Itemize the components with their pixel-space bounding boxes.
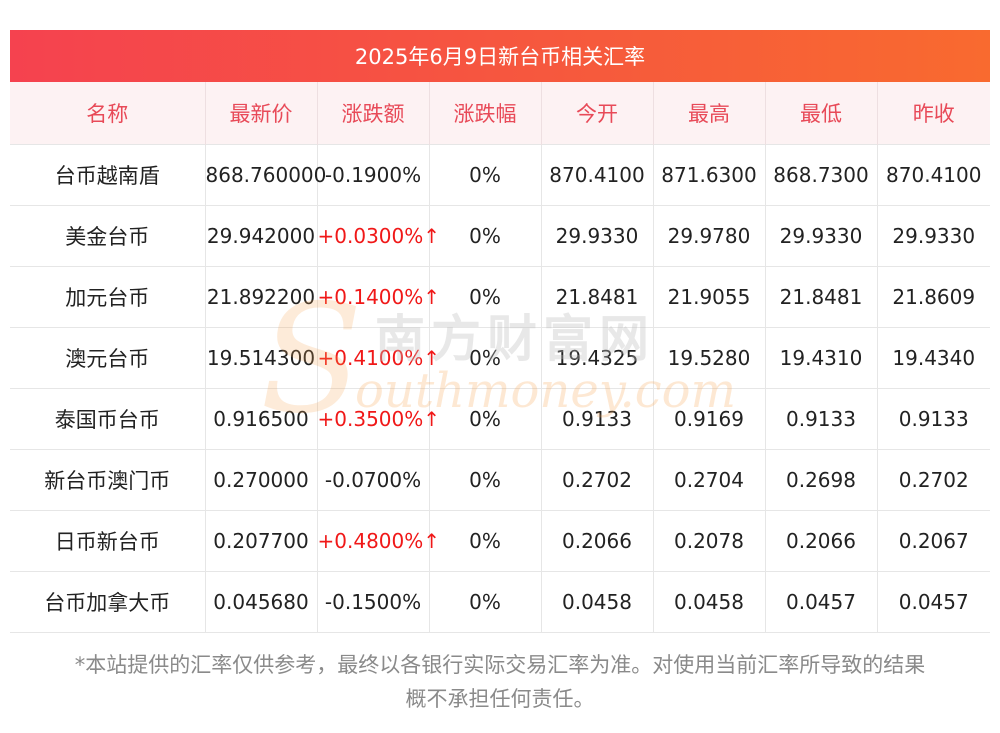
cell-latest: 21.892200 [205, 266, 318, 328]
cell-prev: 19.4340 [877, 327, 990, 389]
cell-pct: 0% [429, 449, 542, 511]
table-row: 澳元台币 19.514300 +0.4100%↑ 0% 19.4325 19.5280 19… [10, 327, 990, 389]
cell-change: -0.1900% [317, 144, 430, 206]
table-row: 美金台币 29.942000 +0.0300%↑ 0% 29.9330 29.9780 29… [10, 205, 990, 267]
disclaimer: *本站提供的汇率仅供参考，最终以各银行实际交易汇率为准。对使用当前汇率所导致的结… [10, 648, 990, 716]
cell-change: -0.0700% [317, 449, 430, 511]
cell-high: 0.0458 [653, 571, 766, 633]
cell-change: +0.1400%↑ [317, 266, 440, 328]
cell-open: 870.4100 [541, 144, 654, 206]
cell-latest: 0.916500 [205, 388, 318, 450]
cell-open: 21.8481 [541, 266, 654, 328]
cell-latest: 19.514300 [205, 327, 318, 389]
cell-low: 0.9133 [765, 388, 878, 450]
disclaimer-line: 概不承担任何责任。 [405, 687, 595, 711]
cell-pct: 0% [429, 388, 542, 450]
cell-low: 21.8481 [765, 266, 878, 328]
cell-low: 0.2066 [765, 510, 878, 572]
cell-low: 0.2698 [765, 449, 878, 511]
cell-change: +0.0300%↑ [317, 205, 440, 267]
cell-pct: 0% [429, 571, 542, 633]
cell-open: 29.9330 [541, 205, 654, 267]
table-row: 泰国币台币 0.916500 +0.3500%↑ 0% 0.9133 0.9169 0.91… [10, 388, 990, 450]
column-header: 最低 [765, 82, 878, 145]
column-header: 昨收 [877, 82, 990, 145]
column-header: 涨跌额 [317, 82, 430, 145]
cell-name: 台币加拿大币 [10, 571, 206, 633]
cell-high: 19.5280 [653, 327, 766, 389]
cell-name: 日币新台币 [10, 510, 206, 572]
table-title: 2025年6月9日新台币相关汇率 [10, 30, 990, 82]
cell-low: 0.0457 [765, 571, 878, 633]
table-row: 新台币澳门币 0.270000 -0.0700% 0% 0.2702 0.2704 0.26… [10, 449, 990, 511]
column-header: 名称 [10, 82, 206, 145]
cell-name: 新台币澳门币 [10, 449, 206, 511]
cell-pct: 0% [429, 205, 542, 267]
cell-open: 0.2702 [541, 449, 654, 511]
cell-open: 0.0458 [541, 571, 654, 633]
cell-open: 0.9133 [541, 388, 654, 450]
cell-high: 0.9169 [653, 388, 766, 450]
cell-prev: 0.0457 [877, 571, 990, 633]
cell-prev: 870.4100 [877, 144, 990, 206]
cell-high: 21.9055 [653, 266, 766, 328]
table-row: 台币加拿大币 0.045680 -0.1500% 0% 0.0458 0.0458 0.04… [10, 571, 990, 633]
cell-prev: 0.2067 [877, 510, 990, 572]
cell-change: +0.3500%↑ [317, 388, 440, 450]
cell-latest: 0.045680 [205, 571, 318, 633]
column-header: 最高 [653, 82, 766, 145]
cell-latest: 0.270000 [205, 449, 318, 511]
cell-low: 19.4310 [765, 327, 878, 389]
cell-high: 871.6300 [653, 144, 766, 206]
table-header-row: 名称 最新价 涨跌额 涨跌幅 今开 最高 最低 昨收 [10, 82, 990, 145]
cell-prev: 21.8609 [877, 266, 990, 328]
cell-change: +0.4100%↑ [317, 327, 440, 389]
cell-prev: 0.2702 [877, 449, 990, 511]
table-row: 台币越南盾 868.760000 -0.1900% 0% 870.4100 871.630… [10, 144, 990, 206]
cell-pct: 0% [429, 266, 542, 328]
cell-latest: 0.207700 [205, 510, 318, 572]
cell-pct: 0% [429, 144, 542, 206]
cell-open: 0.2066 [541, 510, 654, 572]
cell-name: 加元台币 [10, 266, 206, 328]
cell-pct: 0% [429, 327, 542, 389]
table-row: 加元台币 21.892200 +0.1400%↑ 0% 21.8481 21.9055 21… [10, 266, 990, 328]
cell-latest: 29.942000 [205, 205, 318, 267]
column-header: 最新价 [205, 82, 318, 145]
cell-pct: 0% [429, 510, 542, 572]
cell-name: 台币越南盾 [10, 144, 206, 206]
column-header: 涨跌幅 [429, 82, 542, 145]
cell-high: 0.2078 [653, 510, 766, 572]
table-row: 日币新台币 0.207700 +0.4800%↑ 0% 0.2066 0.2078 0.20… [10, 510, 990, 572]
cell-high: 0.2704 [653, 449, 766, 511]
cell-prev: 0.9133 [877, 388, 990, 450]
disclaimer-line: *本站提供的汇率仅供参考，最终以各银行实际交易汇率为准。对使用当前汇率所导致的结… [74, 653, 926, 677]
cell-low: 29.9330 [765, 205, 878, 267]
rates-table: 名称 最新价 涨跌额 涨跌幅 今开 最高 最低 昨收 台币越南盾 868.7600… [10, 82, 990, 633]
cell-latest: 868.760000 [205, 144, 326, 206]
cell-change: +0.4800%↑ [317, 510, 440, 572]
cell-change: -0.1500% [317, 571, 430, 633]
column-header: 今开 [541, 82, 654, 145]
cell-prev: 29.9330 [877, 205, 990, 267]
cell-low: 868.7300 [765, 144, 878, 206]
cell-open: 19.4325 [541, 327, 654, 389]
cell-name: 泰国币台币 [10, 388, 206, 450]
cell-name: 美金台币 [10, 205, 206, 267]
cell-name: 澳元台币 [10, 327, 206, 389]
cell-high: 29.9780 [653, 205, 766, 267]
